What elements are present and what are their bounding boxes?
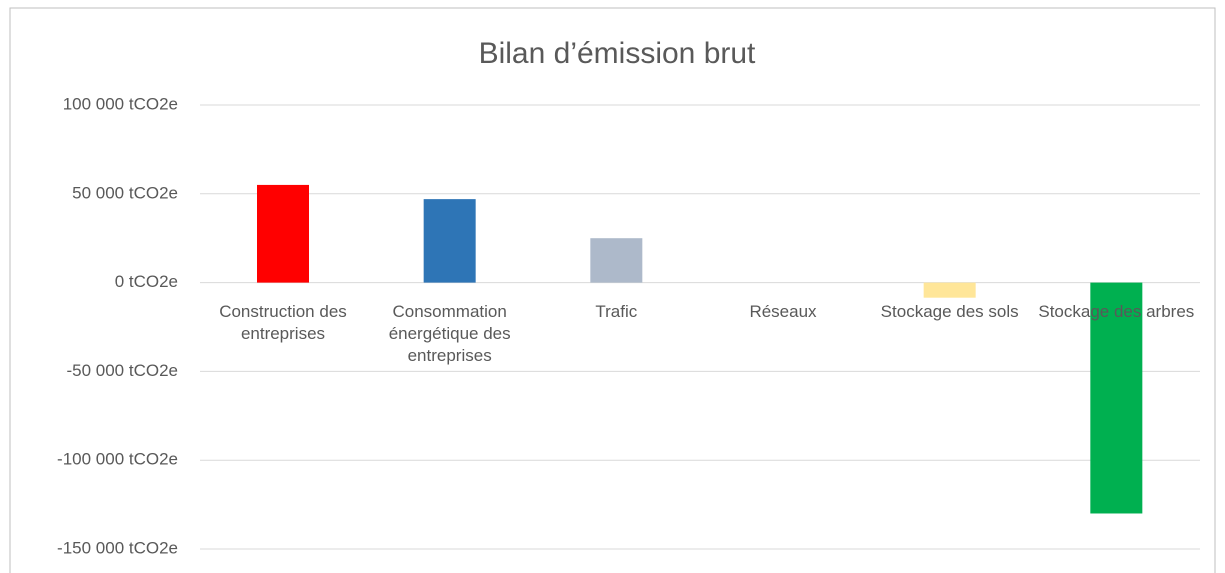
x-tick-label: Consommation énergétique des entreprises xyxy=(388,301,511,365)
chart-border xyxy=(9,7,1216,573)
y-tick-label: 50 000 tCO2e xyxy=(72,183,178,202)
bar xyxy=(257,184,309,283)
y-tick-label: 0 tCO2e xyxy=(115,272,178,291)
bar xyxy=(923,282,976,298)
y-tick-label: -150 000 tCO2e xyxy=(57,538,178,557)
y-tick-label: -100 000 tCO2e xyxy=(57,450,178,469)
x-tick-label: Réseaux xyxy=(749,301,817,321)
bar xyxy=(1090,282,1143,514)
x-tick-label: Stockage des sols xyxy=(880,301,1019,321)
bar xyxy=(423,199,476,283)
chart-title: Bilan d’émission brut xyxy=(479,37,756,70)
bar xyxy=(590,238,643,283)
y-tick-label: -50 000 tCO2e xyxy=(66,361,178,380)
x-tick-label: Trafic xyxy=(595,301,638,321)
y-tick-label: 100 000 tCO2e xyxy=(63,94,178,113)
x-tick-label: Stockage des arbres xyxy=(1038,301,1195,321)
x-tick-label: Construction des entreprises xyxy=(219,301,347,343)
